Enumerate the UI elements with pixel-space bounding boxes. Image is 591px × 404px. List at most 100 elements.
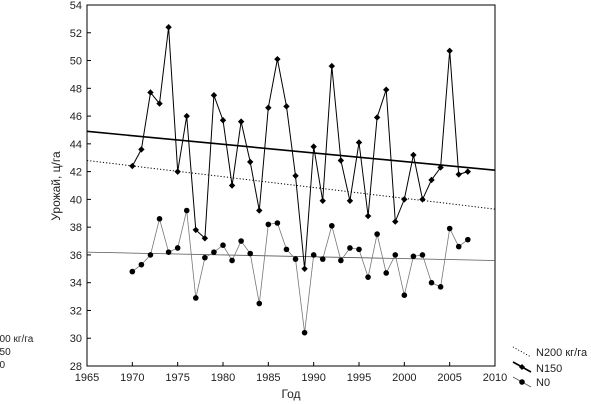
point-n150 [364,212,372,220]
point-n150 [256,207,263,214]
point-n150 [464,168,471,175]
x-tick-label: 1975 [165,372,189,384]
trend-line-n0 [86,251,496,261]
point-n150 [383,86,390,93]
point-n0 [392,252,399,258]
x-tick-label: 1985 [256,372,280,384]
series-markers [129,24,471,336]
x-tick-label: 2010 [483,372,507,384]
point-n150 [183,112,190,120]
plot-area-frame [86,4,496,367]
point-n0 [437,284,444,290]
point-n150 [428,176,435,184]
y-tick-label: 52 [70,28,82,40]
legend-marker-n150 [519,364,525,370]
point-n0 [383,270,390,276]
point-n0 [465,236,471,243]
point-n150 [292,172,299,179]
y-tick-label: 44 [70,139,82,151]
x-tick-label: 1980 [211,372,235,384]
point-n0 [338,257,344,264]
side-label: 150 [0,347,11,358]
point-n0 [301,329,308,336]
x-tick-label: 1965 [75,372,99,384]
side-label: 200 кг/га [0,334,34,345]
axis-ticks: 1965 1970 1975 1980 1985 1990 1995 2000 2005 2010… [70,0,507,384]
point-n0 [265,221,272,228]
point-n0 [419,252,426,258]
point-n150 [265,104,272,111]
x-tick-label: 1970 [120,372,144,384]
point-n0 [310,252,317,258]
point-n0 [229,257,235,264]
point-n150 [310,143,317,150]
point-n150 [156,100,163,107]
point-n0 [374,231,380,237]
point-n0 [247,250,253,257]
legend-label-n200: N200 кг/га [536,347,588,359]
point-n150 [337,157,345,164]
x-tick-label: 2000 [392,372,416,384]
point-n0 [238,238,244,244]
y-tick-label: 30 [70,333,82,345]
point-n0 [256,300,263,307]
point-n0 [455,243,462,250]
point-n0 [319,256,326,262]
point-n150 [437,164,444,171]
point-n0 [274,220,281,226]
series-line-n0 [132,210,469,333]
point-n150 [455,171,462,178]
legend-marker-n0 [519,379,525,385]
y-tick-label: 48 [70,83,82,95]
y-tick-label: 50 [70,56,82,68]
trend-line-n200 [86,160,496,210]
series-line-n150 [131,27,468,269]
point-n0 [401,292,408,298]
y-axis-title: Урожай, ц/га [49,151,63,221]
side-labels: 200 кг/га 150 50 0 [0,334,34,371]
point-n0 [347,245,353,251]
point-n150 [346,197,354,204]
point-n0 [365,274,371,280]
y-tick-label: 42 [70,167,82,179]
point-n0 [446,225,453,232]
point-n0 [129,268,136,275]
point-n150 [201,235,209,242]
point-n150 [419,196,426,203]
x-tick-label: 1990 [301,372,325,384]
y-tick-label: 54 [70,0,82,12]
point-n0 [156,216,163,222]
point-n150 [247,158,254,166]
side-label: 50 [0,360,6,371]
y-tick-label: 34 [70,278,82,290]
series-lines [131,27,469,333]
point-n150 [210,92,218,99]
point-n0 [292,256,299,262]
point-n0 [220,242,226,249]
point-n150 [446,47,453,55]
x-axis-title: Год [281,387,300,401]
point-n150 [355,139,363,146]
legend-label-n0: N0 [536,377,550,389]
point-n0 [329,222,335,229]
trend-line-n150 [86,130,496,172]
point-n150 [228,182,236,189]
y-tick-label: 46 [70,111,82,123]
point-n0 [183,207,190,214]
point-n0 [211,249,217,255]
point-n150 [147,89,154,96]
y-tick-label: 32 [70,305,82,317]
point-n150 [392,218,399,225]
legend-swatch-n200 [512,346,532,358]
x-tick-label: 1995 [347,372,371,384]
point-n150 [237,118,245,125]
x-tick-label: 2005 [437,372,461,384]
point-n150 [174,168,181,175]
legend-label-n150: N150 [536,363,562,375]
point-n0 [410,253,417,260]
point-n0 [147,252,154,258]
point-n0 [283,246,290,253]
point-n150 [410,151,417,159]
point-n150 [129,162,136,170]
